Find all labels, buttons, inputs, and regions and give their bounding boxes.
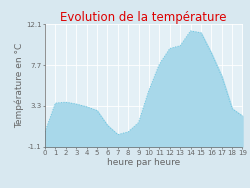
Y-axis label: Température en °C: Température en °C [15, 43, 24, 128]
Title: Evolution de la température: Evolution de la température [60, 11, 227, 24]
X-axis label: heure par heure: heure par heure [107, 158, 180, 167]
